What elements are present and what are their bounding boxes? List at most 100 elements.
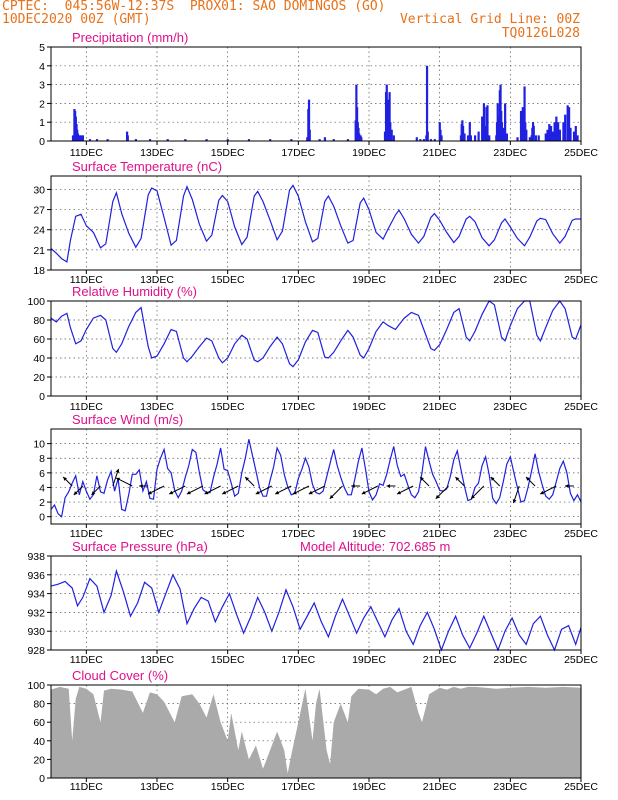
header-gridline-note: Vertical Grid Line: 00Z xyxy=(399,12,580,27)
precip-bar xyxy=(466,135,470,141)
x-tick-label: 19DEC xyxy=(352,654,386,666)
wind-arrow-head xyxy=(308,490,313,495)
precip-bar xyxy=(537,135,540,141)
x-tick-label: 17DEC xyxy=(281,147,315,159)
precip-bar xyxy=(389,122,392,141)
precip-bar xyxy=(555,116,558,141)
wind-arrow-head xyxy=(116,477,121,482)
x-tick-label: 11DEC xyxy=(70,274,103,286)
precip-bar xyxy=(433,139,436,141)
x-tick-label: 25DEC xyxy=(564,274,598,286)
x-tick-label: 17DEC xyxy=(281,401,315,413)
panel-1: 0 1 2 3 4 5 11DEC 13DEC 15DEC 17DEC 19DEC 21DEC 23DE… xyxy=(39,30,598,159)
panel-title: Cloud Cover (%) xyxy=(72,668,168,683)
y-tick-label: 0 xyxy=(39,136,45,148)
precip-bar xyxy=(205,139,208,141)
panel-frame xyxy=(50,46,582,142)
precip-bar xyxy=(419,139,422,141)
precip-bar xyxy=(544,133,547,141)
x-tick-label: 15DEC xyxy=(211,781,245,793)
panel-title: Surface Wind (m/s) xyxy=(72,412,183,427)
wind-arrow-head xyxy=(526,477,530,481)
wind-arrow-head xyxy=(255,490,260,495)
series-line xyxy=(50,568,582,652)
y-tick-label: 27 xyxy=(33,205,45,217)
precip-bar xyxy=(461,125,465,141)
x-tick-label: 13DEC xyxy=(140,781,174,793)
precip-bar xyxy=(519,110,523,141)
precip-bar xyxy=(81,135,84,141)
precip-bar xyxy=(77,135,80,141)
precip-bar xyxy=(569,127,572,141)
precip-bar xyxy=(106,139,109,141)
panel-frame xyxy=(50,555,582,651)
x-tick-label: 25DEC xyxy=(564,401,598,413)
wind-arrow-head xyxy=(139,484,143,488)
series-line xyxy=(50,439,582,518)
wind-arrow-head xyxy=(292,490,297,495)
y-tick-label: 60 xyxy=(33,717,45,729)
precip-bar xyxy=(546,129,549,141)
y-tick-label: 934 xyxy=(27,589,45,601)
wind-arrow-head xyxy=(147,490,152,495)
x-tick-label: 23DEC xyxy=(493,654,527,666)
panel-title: Surface Temperature (nC) xyxy=(72,159,222,174)
y-tick-label: 24 xyxy=(33,225,45,237)
wind-arrow-head xyxy=(73,491,78,495)
precip-bar xyxy=(88,139,92,141)
precip-bar xyxy=(360,137,363,141)
precip-bar xyxy=(269,139,272,141)
header-date: 10DEC2020 00Z (GMT) xyxy=(2,12,151,27)
panel-title: Precipitation (mm/h) xyxy=(72,30,188,45)
precip-bar xyxy=(290,139,293,141)
precip-bar xyxy=(481,116,484,141)
x-tick-label: 11DEC xyxy=(70,147,103,159)
x-tick-label: 13DEC xyxy=(140,654,174,666)
precip-bar xyxy=(564,114,567,141)
wind-arrow-head xyxy=(361,490,366,495)
y-tick-label: 936 xyxy=(27,570,45,582)
y-tick-label: 80 xyxy=(33,315,45,327)
wind-arrow-head xyxy=(115,468,120,473)
wind-arrow-head xyxy=(63,477,68,481)
precip-bar xyxy=(497,116,500,141)
x-tick-label: 11DEC xyxy=(70,401,103,413)
y-tick-label: 938 xyxy=(27,551,45,563)
panel-frame xyxy=(50,684,582,779)
precip-bar xyxy=(166,139,169,141)
x-tick-label: 19DEC xyxy=(352,781,386,793)
y-tick-label: 20 xyxy=(33,372,45,384)
precip-bar xyxy=(549,125,553,141)
x-tick-label: 21DEC xyxy=(423,654,457,666)
panel-4: 0 2 4 6 8 10 11DEC 13DEC 15DEC 17DEC 19DEC 21DEC 23D… xyxy=(33,412,598,540)
wind-arrow-head xyxy=(490,477,495,481)
y-tick-label: 4 xyxy=(39,482,45,494)
precip-bar xyxy=(562,122,565,141)
precip-bar xyxy=(516,137,519,141)
x-tick-label: 13DEC xyxy=(140,274,174,286)
x-tick-label: 23DEC xyxy=(493,147,527,159)
y-tick-label: 40 xyxy=(33,353,45,365)
x-tick-label: 13DEC xyxy=(140,401,174,413)
precip-bar xyxy=(318,139,321,141)
x-tick-label: 21DEC xyxy=(423,781,457,793)
precip-bar xyxy=(576,135,579,141)
wind-arrow-head xyxy=(351,484,355,488)
panel-2: 18 21 24 27 30 11DEC 13DEC 15DEC 17DEC 19DEC 21DEC… xyxy=(33,159,598,286)
precip-bar xyxy=(474,135,477,141)
precip-bar xyxy=(429,139,433,141)
wind-arrow-head xyxy=(512,499,517,504)
precip-bar xyxy=(332,139,335,141)
x-tick-label: 11DEC xyxy=(70,781,103,793)
precip-bar xyxy=(482,103,486,141)
precip-bar xyxy=(477,131,480,141)
wind-arrow-head xyxy=(329,494,334,499)
precip-bar xyxy=(574,125,577,141)
y-tick-label: 932 xyxy=(27,607,45,619)
precip-bar xyxy=(80,135,83,141)
wind-arrow-head xyxy=(397,490,402,495)
wind-arrow-head xyxy=(540,490,545,495)
precip-bar xyxy=(226,139,229,141)
x-tick-label: 21DEC xyxy=(423,147,457,159)
